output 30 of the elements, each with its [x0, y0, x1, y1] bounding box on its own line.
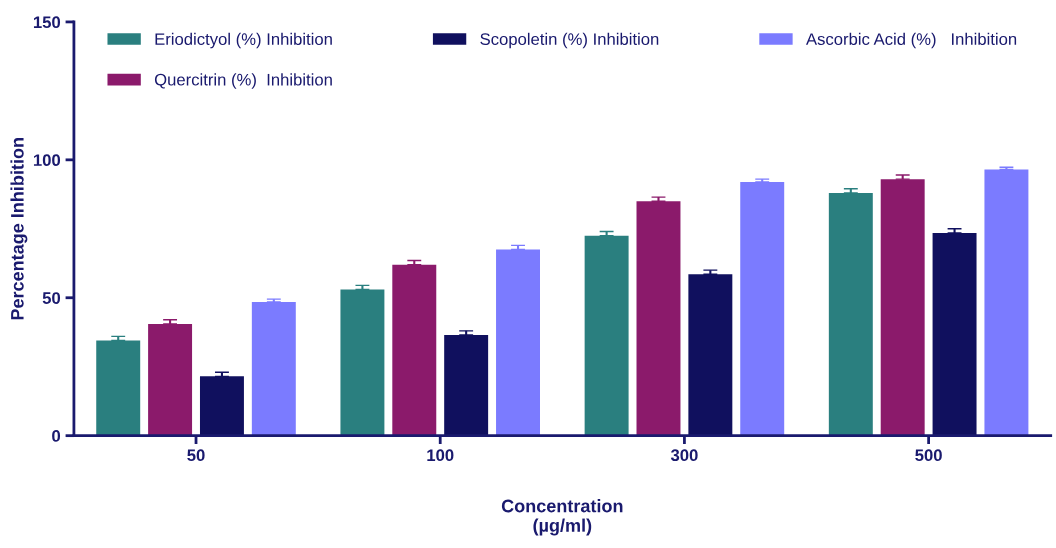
y-tick-label: 50 [42, 292, 61, 304]
bar [636, 201, 681, 436]
x-tick-label: 500 [915, 449, 942, 462]
legend-label: Eriodictyol (%) Inhibition [155, 32, 332, 49]
x-axis-title: Concentration (µg/ml) [501, 499, 623, 536]
bar [340, 289, 385, 436]
y-axis-title: Percentage Inhibition [10, 138, 28, 320]
y-tick-label: 0 [52, 430, 61, 442]
bar [96, 340, 141, 436]
bar [828, 192, 873, 436]
bar [984, 169, 1029, 436]
bar [584, 235, 629, 436]
bar [251, 301, 296, 436]
legend-label: Ascorbic Acid (%) Inhibition [806, 32, 1017, 49]
x-tick-label: 100 [427, 449, 454, 462]
legend-label: Quercitrin (%) Inhibition [154, 73, 332, 89]
bar [688, 274, 733, 436]
bar [444, 334, 489, 436]
x-tick-label: 300 [670, 449, 698, 462]
bar [148, 323, 193, 436]
x-tick-label: 50 [187, 449, 205, 462]
bar [496, 249, 540, 436]
bar [392, 264, 437, 436]
bar [880, 179, 925, 436]
y-tick-label: 150 [33, 16, 61, 29]
legend-label: Scopoletin (%) Inhibition [480, 32, 659, 49]
bar [199, 376, 244, 436]
bar [740, 181, 785, 436]
bar [932, 232, 977, 436]
y-tick-label: 100 [33, 154, 61, 167]
